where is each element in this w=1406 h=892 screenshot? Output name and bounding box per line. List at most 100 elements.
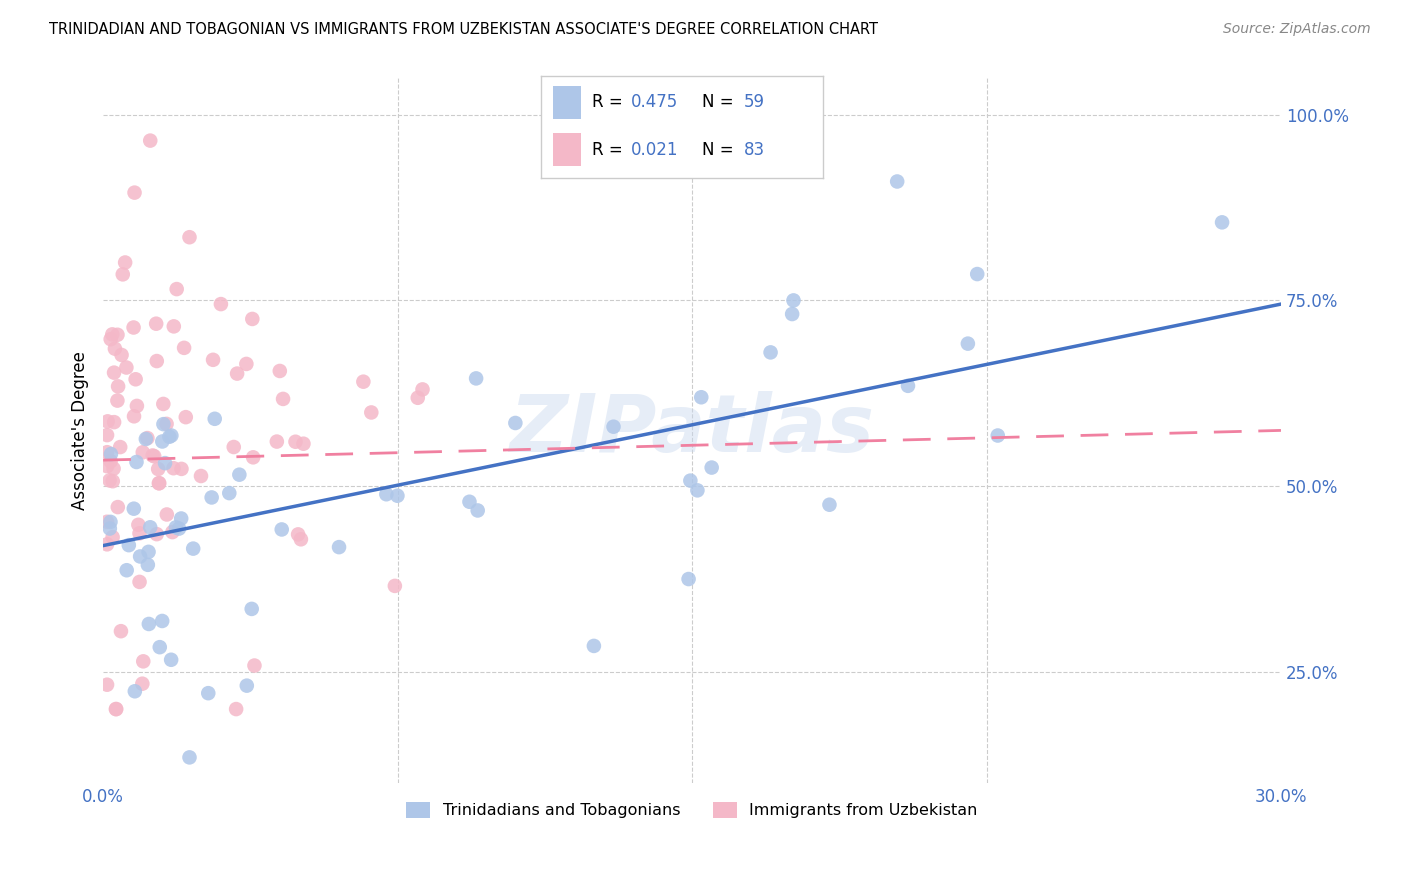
Point xyxy=(162,525,184,540)
Point xyxy=(138,545,160,559)
Point xyxy=(125,399,148,413)
Point xyxy=(782,293,804,308)
Point xyxy=(179,230,201,244)
Text: N =: N = xyxy=(702,94,738,112)
Point xyxy=(780,307,803,321)
Y-axis label: Associate's Degree: Associate's Degree xyxy=(72,351,89,510)
Legend: Trinidadians and Tobagonians, Immigrants from Uzbekistan: Trinidadians and Tobagonians, Immigrants… xyxy=(401,796,984,825)
Point xyxy=(284,434,307,449)
Point xyxy=(956,336,979,351)
Text: 0.021: 0.021 xyxy=(631,141,679,159)
Point xyxy=(201,491,224,505)
Point xyxy=(122,501,145,516)
Point xyxy=(270,523,292,537)
Point xyxy=(179,750,201,764)
Point xyxy=(98,474,121,488)
Point xyxy=(465,371,488,385)
Point xyxy=(145,527,167,541)
Point xyxy=(236,679,259,693)
Point xyxy=(225,702,247,716)
Point xyxy=(103,415,125,429)
Point xyxy=(190,469,212,483)
Point xyxy=(128,574,150,589)
Point xyxy=(100,332,122,346)
Point xyxy=(114,255,136,269)
Point xyxy=(162,461,184,475)
Point xyxy=(148,476,170,491)
Point xyxy=(384,579,406,593)
Point xyxy=(145,317,167,331)
Point xyxy=(125,455,148,469)
Point xyxy=(165,520,187,534)
Point xyxy=(107,379,129,393)
Point xyxy=(115,360,138,375)
Point xyxy=(818,498,841,512)
Point xyxy=(240,602,263,616)
Point xyxy=(240,312,263,326)
Point xyxy=(124,684,146,698)
Point xyxy=(290,533,312,547)
Point xyxy=(131,676,153,690)
Point xyxy=(98,522,121,536)
Point xyxy=(360,405,382,419)
Point xyxy=(222,440,245,454)
Point xyxy=(352,375,374,389)
Point xyxy=(287,527,309,541)
Point xyxy=(412,383,434,397)
Point xyxy=(101,530,124,544)
Point xyxy=(124,186,146,200)
Point xyxy=(505,416,527,430)
Point xyxy=(458,495,481,509)
Point xyxy=(160,428,183,442)
Point xyxy=(97,414,120,428)
Point xyxy=(146,354,169,368)
Text: R =: R = xyxy=(592,94,628,112)
Point xyxy=(242,450,264,465)
Point xyxy=(690,390,713,404)
Point xyxy=(150,614,173,628)
Point xyxy=(163,319,186,334)
Point xyxy=(170,511,193,525)
Point xyxy=(170,462,193,476)
Point xyxy=(127,517,149,532)
Point xyxy=(110,348,132,362)
Text: 59: 59 xyxy=(744,94,765,112)
Point xyxy=(204,412,226,426)
Point xyxy=(128,526,150,541)
Point xyxy=(235,357,257,371)
Point xyxy=(243,658,266,673)
Point xyxy=(108,440,131,454)
Point xyxy=(105,702,128,716)
Bar xyxy=(553,133,581,166)
Point xyxy=(406,391,429,405)
Point xyxy=(152,397,174,411)
Point xyxy=(149,640,172,655)
Point xyxy=(218,486,240,500)
Point xyxy=(167,522,190,536)
Point xyxy=(166,282,188,296)
Point xyxy=(135,432,157,446)
Point xyxy=(124,372,146,386)
Point xyxy=(152,417,174,432)
Text: Source: ZipAtlas.com: Source: ZipAtlas.com xyxy=(1223,22,1371,37)
Point xyxy=(104,342,127,356)
Point xyxy=(328,540,350,554)
Point xyxy=(122,320,145,334)
Point xyxy=(100,454,122,468)
Point xyxy=(886,174,908,188)
Point xyxy=(209,297,232,311)
Point xyxy=(181,541,204,556)
Point xyxy=(150,434,173,449)
Point xyxy=(897,379,920,393)
Point xyxy=(292,436,315,450)
Point xyxy=(686,483,709,498)
Point xyxy=(101,474,124,488)
Text: 83: 83 xyxy=(744,141,765,159)
Point xyxy=(136,558,159,572)
Point xyxy=(157,430,180,444)
Point xyxy=(107,327,129,342)
Point xyxy=(160,653,183,667)
Point xyxy=(700,460,723,475)
Point xyxy=(156,508,179,522)
Point xyxy=(226,367,249,381)
